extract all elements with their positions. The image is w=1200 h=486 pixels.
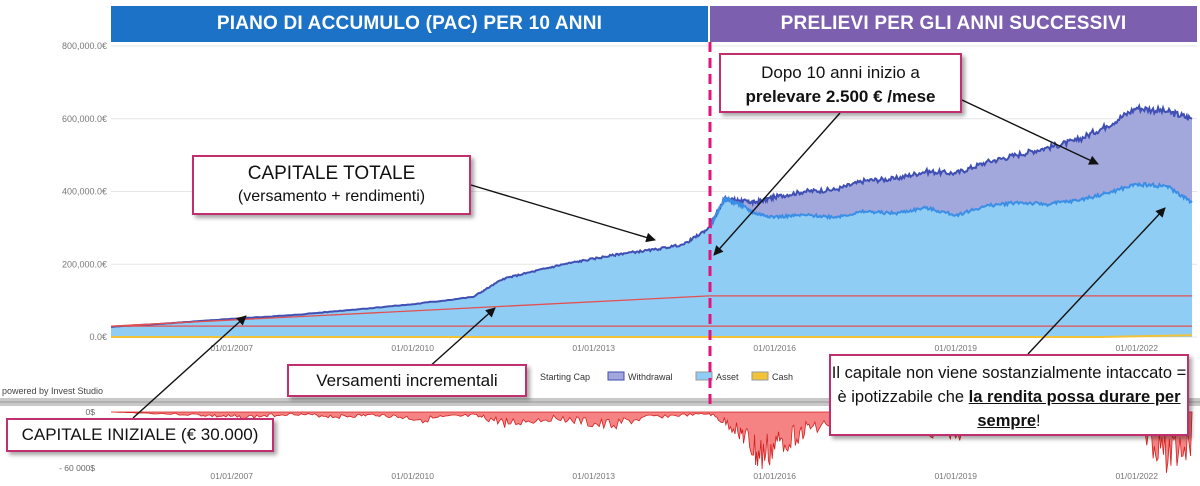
x-tick-label: 01/01/2016 xyxy=(753,343,796,353)
arrow-total-capital xyxy=(470,184,656,243)
main-areas xyxy=(111,106,1193,337)
callout-withdraw-line1: Dopo 10 anni inizio a xyxy=(761,63,920,82)
dd-x-tick-label: 01/01/2010 xyxy=(391,471,434,481)
banner-accumulation: PIANO DI ACCUMULO (PAC) PER 10 ANNI xyxy=(111,6,708,42)
dd-x-tick-label: 01/01/2016 xyxy=(753,471,796,481)
y-tick-label: 200,000.0€ xyxy=(62,259,107,269)
dd-x-tick-label: 01/01/2019 xyxy=(934,471,977,481)
legend-swatch xyxy=(751,371,769,381)
callout-total-subtitle: (versamento + rendimenti) xyxy=(237,188,426,205)
chart-legend: Starting Cap Withdrawal Asset Cash xyxy=(540,371,793,382)
callout-sustain-text: Il capitale non viene sostanzialmente in… xyxy=(831,364,1187,406)
drawdown-y-ticks: 0$ - 60 000$ xyxy=(59,407,95,473)
legend-label: Withdrawal xyxy=(628,372,673,382)
legend-label: Starting Cap xyxy=(540,372,590,382)
x-tick-label: 01/01/2013 xyxy=(572,343,615,353)
arrow-withdrawal-area xyxy=(961,99,1099,165)
dd-x-tick-label: 01/01/2013 xyxy=(572,471,615,481)
callout-sustainability: Il capitale non viene sostanzialmente in… xyxy=(829,354,1189,436)
arrow-sustainability xyxy=(1027,207,1166,355)
callout-incremental-deposits: Versamenti incrementali xyxy=(287,364,527,397)
asset-line xyxy=(708,181,1193,229)
x-tick-label: 01/01/2010 xyxy=(391,343,434,353)
callout-sustain-bold: la rendita possa durare per sempre xyxy=(968,388,1181,430)
callout-total-capital: CAPITALE TOTALE (versamento + rendimenti… xyxy=(192,155,471,215)
incremental-deposits-line xyxy=(110,295,1192,327)
x-tick-label: 01/01/2019 xyxy=(934,343,977,353)
y-tick-label: 600,000.0€ xyxy=(62,114,107,124)
y-tick-label: 400,000.0€ xyxy=(62,187,107,197)
callout-initial-capital: CAPITALE INIZIALE (€ 30.000) xyxy=(6,418,274,452)
callout-total-title: CAPITALE TOTALE xyxy=(247,163,416,184)
drawdown-x-ticks: 01/01/2007 01/01/2010 01/01/2013 01/01/2016… xyxy=(210,471,1158,481)
legend-label: Cash xyxy=(772,372,793,382)
y-tick-label: 0.0€ xyxy=(89,332,107,342)
powered-by-label: powered by Invest Studio xyxy=(2,386,104,396)
asset-area xyxy=(111,182,1193,337)
dd-y-tick-label: 0$ xyxy=(86,407,96,417)
callout-withdraw-line2: prelevare 2.500 € /mese xyxy=(745,87,936,106)
main-y-ticks: 800,000.0€ 600,000.0€ 400,000.0€ 200,000.0€… xyxy=(62,41,107,342)
banner-withdrawals: PRELIEVI PER GLI ANNI SUCCESSIVI xyxy=(710,6,1197,42)
x-tick-label: 01/01/2022 xyxy=(1115,343,1158,353)
callout-sustain-end: ! xyxy=(1036,412,1041,430)
legend-swatch xyxy=(607,371,625,381)
dd-y-tick-label: - 60 000$ xyxy=(59,463,95,473)
callout-arrows xyxy=(132,99,1166,419)
cash-line xyxy=(111,334,1193,338)
x-tick-label: 01/01/2007 xyxy=(210,343,253,353)
arrow-incremental xyxy=(427,307,496,369)
y-tick-label: 800,000.0€ xyxy=(62,41,107,51)
arrow-initial-capital xyxy=(132,315,247,419)
callout-withdrawal-start: Dopo 10 anni inizio a prelevare 2.500 € … xyxy=(719,53,962,113)
legend-label: Asset xyxy=(716,372,739,382)
arrow-withdrawal-start xyxy=(713,112,841,256)
dd-x-tick-label: 01/01/2022 xyxy=(1115,471,1158,481)
legend-swatch xyxy=(695,371,713,381)
main-x-ticks: 01/01/2007 01/01/2010 01/01/2013 01/01/2016… xyxy=(210,343,1158,353)
asset-line-accumulation xyxy=(110,226,710,328)
withdrawal-line xyxy=(708,102,1193,230)
dd-x-tick-label: 01/01/2007 xyxy=(210,471,253,481)
main-lines xyxy=(110,102,1193,338)
